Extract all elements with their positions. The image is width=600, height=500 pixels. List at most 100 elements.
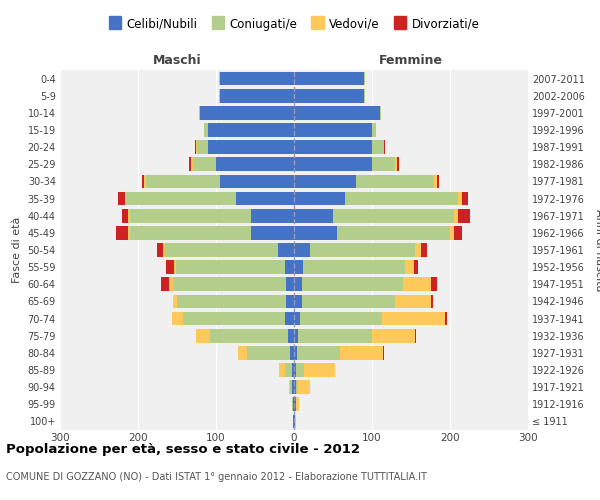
Bar <box>292 363 294 377</box>
Bar <box>294 363 296 377</box>
Bar <box>302 278 403 291</box>
Bar <box>204 123 208 137</box>
Bar <box>292 380 294 394</box>
Bar <box>128 209 130 222</box>
Bar <box>297 346 340 360</box>
Bar <box>238 346 247 360</box>
Bar <box>295 414 296 428</box>
Bar <box>163 243 165 257</box>
Bar <box>165 243 278 257</box>
Bar <box>177 294 286 308</box>
Bar <box>304 260 405 274</box>
Bar <box>235 192 294 205</box>
Bar <box>294 72 364 86</box>
Bar <box>434 174 437 188</box>
Bar <box>157 243 163 257</box>
Bar <box>251 209 294 222</box>
Bar <box>294 329 298 342</box>
Bar <box>294 192 344 205</box>
Bar <box>286 260 294 274</box>
Bar <box>196 329 210 342</box>
Bar <box>173 294 177 308</box>
Y-axis label: Anni di nascita: Anni di nascita <box>595 209 600 291</box>
Bar <box>161 278 169 291</box>
Bar <box>294 294 302 308</box>
Bar <box>333 209 454 222</box>
Bar <box>294 123 372 137</box>
Bar <box>286 363 292 377</box>
Bar <box>450 226 454 239</box>
Bar <box>458 209 470 222</box>
Bar <box>144 174 146 188</box>
Y-axis label: Fasce di età: Fasce di età <box>12 217 22 283</box>
Bar <box>294 260 304 274</box>
Bar <box>183 312 284 326</box>
Bar <box>130 209 251 222</box>
Bar <box>208 140 294 154</box>
Bar <box>193 158 216 171</box>
Bar <box>294 346 297 360</box>
Bar <box>216 158 294 171</box>
Bar <box>292 398 293 411</box>
Bar <box>220 89 294 102</box>
Bar <box>196 140 197 154</box>
Bar <box>294 278 302 291</box>
Bar <box>364 89 365 102</box>
Bar <box>199 106 200 120</box>
Bar <box>278 243 294 257</box>
Bar <box>372 158 395 171</box>
Bar <box>125 192 126 205</box>
Bar <box>437 174 439 188</box>
Bar <box>397 158 398 171</box>
Legend: Celibi/Nubili, Coniugati/e, Vedovi/e, Divorziati/e: Celibi/Nubili, Coniugati/e, Vedovi/e, Di… <box>104 13 484 36</box>
Bar <box>294 140 372 154</box>
Bar <box>380 106 382 120</box>
Bar <box>118 192 125 205</box>
Bar <box>200 106 294 120</box>
Bar <box>247 346 290 360</box>
Bar <box>294 106 380 120</box>
Bar <box>294 414 295 428</box>
Bar <box>173 278 286 291</box>
Bar <box>296 363 304 377</box>
Bar <box>294 209 333 222</box>
Bar <box>294 380 296 394</box>
Bar <box>116 226 128 239</box>
Bar <box>286 294 294 308</box>
Bar <box>458 192 462 205</box>
Bar <box>356 174 434 188</box>
Bar <box>421 243 427 257</box>
Bar <box>288 329 294 342</box>
Bar <box>296 398 299 411</box>
Bar <box>127 192 235 205</box>
Bar <box>294 89 364 102</box>
Bar <box>382 312 445 326</box>
Bar <box>293 414 294 428</box>
Bar <box>294 312 300 326</box>
Text: Maschi: Maschi <box>152 54 202 68</box>
Bar <box>191 158 193 171</box>
Bar <box>220 72 294 86</box>
Bar <box>219 72 220 86</box>
Bar <box>130 226 251 239</box>
Bar <box>445 312 447 326</box>
Bar <box>304 363 335 377</box>
Bar <box>462 192 468 205</box>
Bar <box>395 158 397 171</box>
Bar <box>415 329 416 342</box>
Bar <box>294 398 296 411</box>
Bar <box>142 174 144 188</box>
Bar <box>220 174 294 188</box>
Bar <box>195 140 196 154</box>
Bar <box>197 140 208 154</box>
Bar <box>174 260 176 274</box>
Bar <box>454 209 458 222</box>
Text: Femmine: Femmine <box>379 54 443 68</box>
Bar <box>405 260 414 274</box>
Bar <box>340 346 383 360</box>
Bar <box>122 209 128 222</box>
Bar <box>169 278 173 291</box>
Text: COMUNE DI GOZZANO (NO) - Dati ISTAT 1° gennaio 2012 - Elaborazione TUTTITALIA.IT: COMUNE DI GOZZANO (NO) - Dati ISTAT 1° g… <box>6 472 427 482</box>
Bar <box>298 380 310 394</box>
Bar <box>372 329 415 342</box>
